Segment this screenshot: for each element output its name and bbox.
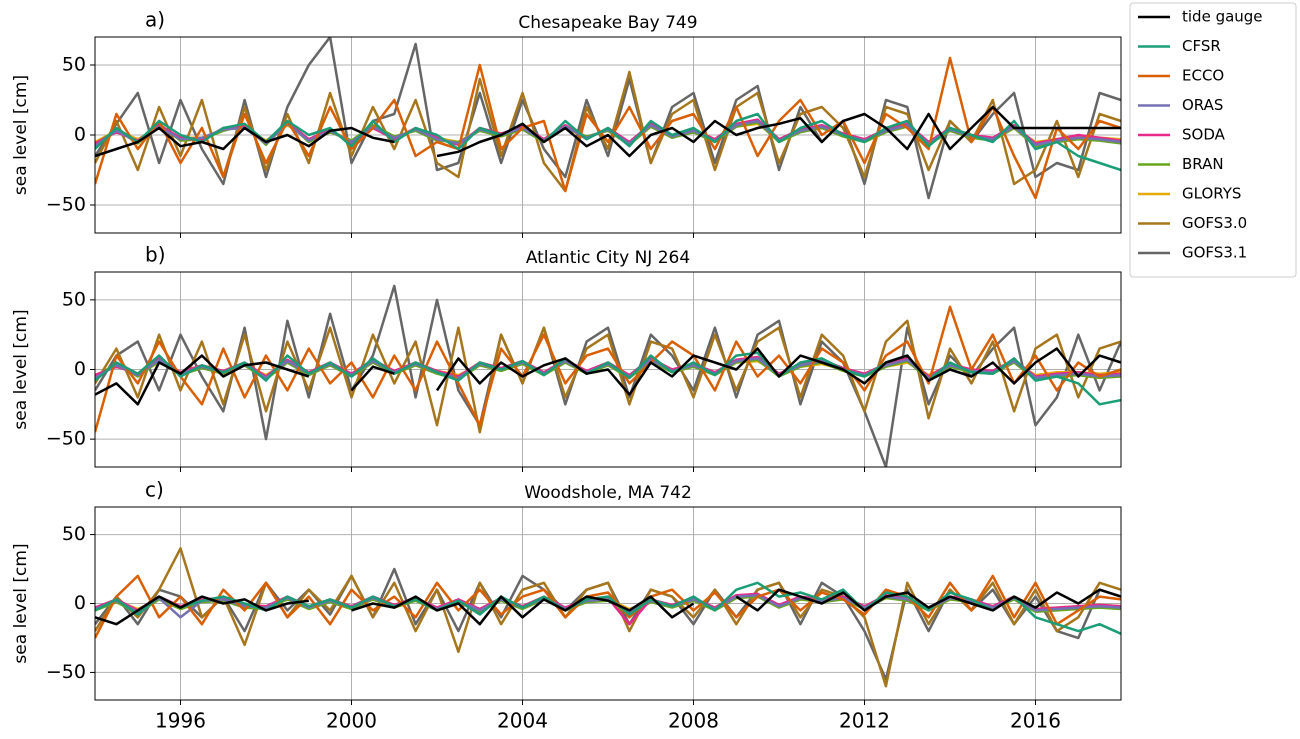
legend-label: GOFS3.0 <box>1182 214 1247 232</box>
series-group <box>95 284 1121 467</box>
y-axis-label: sea level [cm] <box>11 309 31 429</box>
series-line <box>95 347 1121 406</box>
panel: −50 0 50 Atlantic City NJ 264 b) sea level [c… <box>11 243 1122 472</box>
plot-frame <box>94 271 1122 468</box>
legend-label: CFSR <box>1182 37 1221 55</box>
y-tick-label: −50 <box>46 661 86 683</box>
series-line <box>95 305 1121 433</box>
plot-frame <box>94 36 1122 234</box>
x-tick-label: 2004 <box>497 709 548 733</box>
y-tick-label: −50 <box>46 194 86 216</box>
y-axis-label: sea level [cm] <box>11 543 31 663</box>
series-line <box>95 574 1121 639</box>
x-tick-label: 2008 <box>668 709 719 733</box>
y-tick-label: −50 <box>46 428 86 450</box>
series-line <box>95 547 1121 688</box>
legend-label: tide gauge <box>1182 8 1263 26</box>
y-tick-label: 50 <box>62 288 86 310</box>
legend-label: GOFS3.1 <box>1182 244 1247 262</box>
series-line <box>95 70 1121 193</box>
legend: tide gauge CFSR ECCO ORAS SODA BRAN GLORYS GOFS… <box>1129 2 1297 278</box>
legend-label: ECCO <box>1182 67 1224 85</box>
legend-label: BRAN <box>1182 155 1224 173</box>
panel-label: b) <box>145 243 166 267</box>
series-line <box>95 284 1121 467</box>
series-line <box>95 351 1121 406</box>
y-tick-label: 0 <box>74 358 86 380</box>
series-line <box>95 588 1121 626</box>
x-tick-label: 2016 <box>1010 709 1061 733</box>
x-tick-label: 2000 <box>326 709 377 733</box>
y-tick-label: 0 <box>74 592 86 614</box>
y-tick-label: 0 <box>74 124 86 146</box>
y-tick-label: 50 <box>62 54 86 76</box>
legend-label: SODA <box>1182 126 1226 144</box>
plot-frame <box>94 506 1122 701</box>
chart-title: Atlantic City NJ 264 <box>526 248 690 268</box>
series-line <box>95 105 1121 158</box>
legend-label: ORAS <box>1182 96 1223 114</box>
x-tick-label: 2012 <box>839 709 890 733</box>
chart-title: Chesapeake Bay 749 <box>518 13 697 33</box>
legend-box <box>1129 2 1297 278</box>
series-group <box>95 547 1121 688</box>
legend-label: GLORYS <box>1182 185 1241 203</box>
panel-label: c) <box>145 478 164 502</box>
series-group <box>95 37 1121 200</box>
y-tick-label: 50 <box>62 523 86 545</box>
panel-label: a) <box>145 8 165 32</box>
x-tick-label: 1996 <box>155 709 206 733</box>
panel: −50 0 50 Chesapeake Bay 749 a) sea level [cm] <box>11 8 1122 238</box>
panel: 1996 2000 2004 2008 2012 2016 −50 0 50 Woodshole,… <box>11 478 1122 733</box>
chart-title: Woodshole, MA 742 <box>524 483 692 503</box>
series-line <box>95 319 1121 434</box>
y-axis-label: sea level [cm] <box>11 75 31 195</box>
series-line <box>95 56 1121 200</box>
